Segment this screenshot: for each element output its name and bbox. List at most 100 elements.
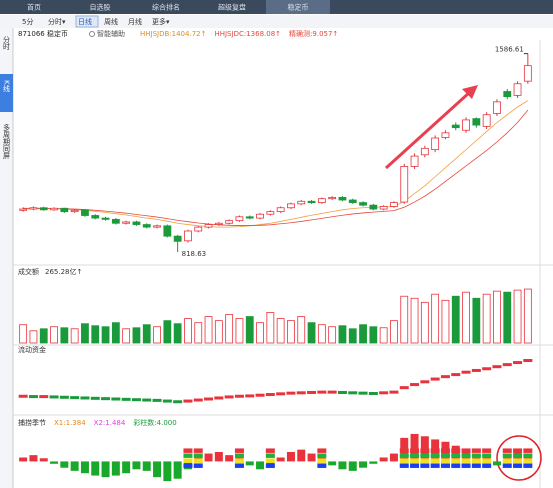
color-block [399, 463, 409, 468]
volume-bar [111, 322, 120, 344]
sidebar-item[interactable]: K线 [3, 80, 11, 92]
flow-mark [276, 392, 286, 396]
volume-bar [39, 328, 48, 344]
volume-bar [513, 289, 522, 344]
flow-mark [142, 398, 152, 402]
assist-label[interactable]: 智能辅助 [97, 29, 125, 38]
flow-mark [59, 395, 69, 399]
volume-bar [142, 324, 151, 344]
volume-bar [101, 326, 110, 344]
color-block [399, 448, 409, 453]
highlight-circle [496, 435, 542, 481]
volume-bar [235, 318, 244, 344]
color-block [193, 453, 203, 458]
toolbar-button[interactable]: 周线 [104, 17, 118, 26]
nav-tab[interactable]: 综合排名 [152, 3, 180, 12]
volume-bar [328, 326, 337, 344]
sidebar-item[interactable]: 分时 [3, 35, 11, 50]
color-column [234, 448, 244, 468]
candle-body [348, 199, 357, 203]
volume-bar [266, 312, 275, 344]
oscillator-bar [70, 461, 79, 471]
candle-body [379, 206, 388, 210]
color-block [502, 448, 512, 453]
color-block [430, 448, 440, 453]
flow-mark [482, 367, 492, 371]
flow-mark [337, 390, 347, 394]
candle-body [431, 137, 440, 151]
flow-mark [245, 394, 255, 398]
candle-body [400, 166, 409, 203]
color-column [513, 448, 523, 468]
chart-title: 871066 稳定币 [18, 29, 68, 38]
volume-bar [163, 320, 172, 344]
flow-mark [461, 370, 471, 374]
flow-mark [204, 397, 214, 401]
toolbar-button[interactable]: 日线 [78, 17, 92, 26]
flow-mark [70, 396, 80, 400]
color-block [461, 458, 471, 463]
toolbar-button[interactable]: 5分 [22, 17, 33, 26]
volume-bar [379, 327, 388, 344]
color-block [513, 458, 523, 463]
candle-body [163, 225, 172, 237]
volume-bar [287, 320, 295, 344]
candle-body [297, 200, 306, 205]
flow-mark [121, 397, 131, 401]
color-block [482, 458, 492, 463]
nav-tab[interactable]: 稳定币 [288, 3, 309, 12]
color-block [430, 458, 440, 463]
oscillator-bar [142, 461, 151, 471]
oscillator-bar [503, 455, 512, 462]
flow-mark [471, 368, 481, 372]
color-block [183, 463, 193, 468]
candle-body [307, 200, 316, 203]
candle-body [19, 208, 28, 211]
nav-tab[interactable]: 超级复盘 [218, 3, 246, 12]
flow-mark [348, 391, 358, 395]
volume-bar [451, 295, 460, 344]
color-block [234, 448, 244, 453]
toolbar-button[interactable]: 分时▾ [48, 17, 66, 26]
candle-body [493, 101, 501, 114]
flow-mark [286, 391, 296, 395]
color-block [461, 453, 471, 458]
color-block [420, 463, 430, 468]
volume-bar [503, 291, 512, 344]
flow-mark [255, 393, 265, 397]
volume-bar [29, 330, 38, 344]
volume-bar [60, 327, 69, 344]
flow-mark [193, 398, 203, 402]
color-block [265, 463, 275, 468]
volume-bar [369, 326, 378, 344]
candle-body [60, 207, 69, 213]
flow-mark [80, 396, 90, 400]
flow-mark [111, 397, 121, 401]
toolbar-button[interactable]: 更多▾ [152, 17, 170, 26]
color-block [430, 453, 440, 458]
flow-mark [317, 390, 327, 394]
nav-tab[interactable]: 首页 [27, 3, 41, 12]
color-block [265, 448, 275, 453]
active-tab [266, 0, 330, 14]
color-column [471, 448, 481, 468]
volume-bar [245, 316, 254, 344]
toolbar-button[interactable]: 月线 [128, 17, 142, 26]
color-block [482, 463, 492, 468]
candle-body [91, 215, 100, 219]
candle-body [194, 226, 203, 232]
oscillator-bar [379, 457, 388, 462]
assist-toggle[interactable] [89, 31, 95, 37]
flow-mark [420, 380, 430, 384]
color-block [265, 453, 275, 458]
sidebar-item[interactable]: 多周期同屏 [3, 123, 11, 160]
candle-body [204, 224, 213, 228]
nav-tab[interactable]: 自选股 [90, 3, 111, 12]
arrow-head [462, 85, 478, 99]
oscillator-bar [245, 461, 254, 466]
color-block [317, 448, 327, 453]
oscillator-bar [173, 461, 182, 479]
volume-bar [173, 323, 182, 344]
color-block [471, 463, 481, 468]
